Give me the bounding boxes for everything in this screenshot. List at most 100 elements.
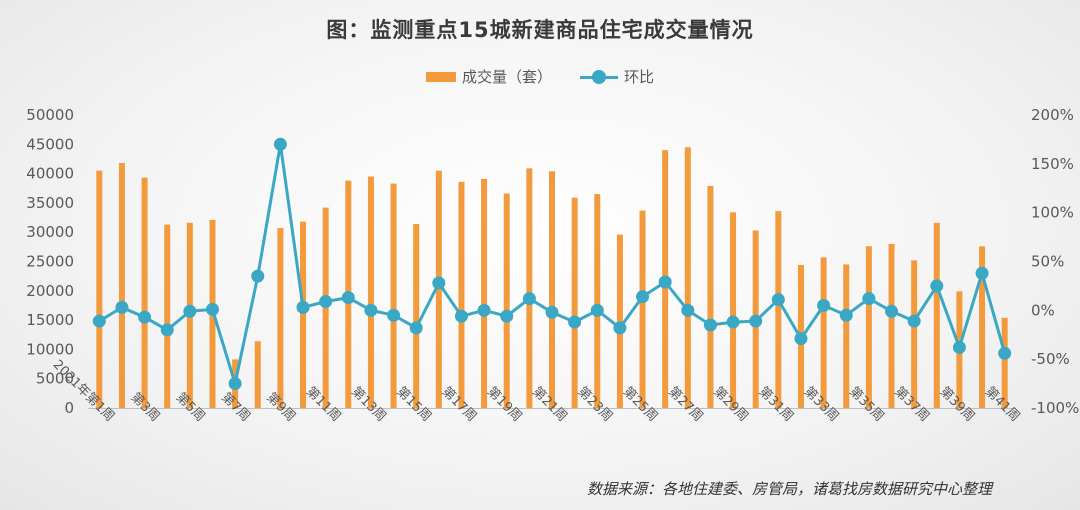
line-point bbox=[273, 137, 287, 151]
bar bbox=[684, 147, 691, 409]
legend-line-label: 环比 bbox=[624, 68, 655, 86]
line-point bbox=[160, 323, 174, 337]
bar bbox=[503, 193, 510, 408]
right-axis-tick: 100% bbox=[1031, 204, 1074, 222]
right-axis-tick: 50% bbox=[1031, 253, 1064, 271]
bar bbox=[96, 170, 103, 408]
line-point bbox=[568, 315, 582, 329]
bar bbox=[300, 221, 307, 408]
legend-item-bar: 成交量（套） bbox=[425, 66, 552, 87]
line-point bbox=[975, 266, 989, 280]
right-axis-tick: 0% bbox=[1031, 301, 1055, 319]
chart-title: 图：监测重点15城新建商品住宅成交量情况 bbox=[326, 18, 754, 42]
bar bbox=[888, 243, 895, 408]
line-point bbox=[839, 308, 853, 322]
bar bbox=[390, 183, 397, 408]
bar bbox=[254, 341, 261, 408]
line-point bbox=[998, 346, 1012, 360]
bar bbox=[616, 234, 623, 408]
line-point bbox=[251, 269, 265, 283]
bar bbox=[526, 168, 533, 408]
left-axis-tick: 35000 bbox=[26, 194, 74, 212]
line-point bbox=[454, 309, 468, 323]
line-point bbox=[681, 303, 695, 317]
left-axis-tick: 25000 bbox=[26, 253, 74, 271]
line-point bbox=[500, 309, 514, 323]
right-axis-tick: -50% bbox=[1031, 350, 1070, 368]
bar bbox=[707, 185, 714, 408]
line-point bbox=[522, 292, 536, 306]
source-note: 数据来源：各地住建委、房管局，诸葛找房数据研究中心整理 bbox=[587, 480, 993, 498]
legend-line-swatch bbox=[580, 69, 618, 84]
bar bbox=[367, 176, 374, 408]
left-axis-tick: 45000 bbox=[26, 135, 74, 153]
line-point bbox=[952, 340, 966, 354]
line-point bbox=[115, 300, 129, 314]
line-point bbox=[364, 303, 378, 317]
line-point bbox=[477, 303, 491, 317]
line-point bbox=[228, 377, 242, 391]
left-axis-tick: 15000 bbox=[26, 311, 74, 329]
bar bbox=[911, 260, 918, 408]
right-axis-tick: -100% bbox=[1031, 399, 1079, 417]
x-axis-tick: 2021年第1周 bbox=[50, 357, 117, 424]
right-axis-tick: 200% bbox=[1031, 106, 1074, 124]
bar bbox=[549, 171, 555, 408]
left-axis-tick: 20000 bbox=[26, 282, 74, 300]
left-axis-tick: 5000 bbox=[36, 370, 74, 388]
line-point bbox=[930, 279, 944, 293]
legend-bar-label: 成交量（套） bbox=[461, 68, 552, 86]
left-axis-tick: 0 bbox=[64, 399, 74, 417]
legend-bar-swatch bbox=[425, 71, 456, 82]
bar bbox=[277, 228, 284, 408]
line-point bbox=[794, 332, 808, 346]
bar bbox=[775, 211, 782, 408]
line-point bbox=[205, 302, 219, 316]
line-point bbox=[907, 314, 921, 328]
bar bbox=[481, 178, 488, 408]
bar bbox=[1001, 317, 1008, 408]
bar bbox=[413, 223, 420, 408]
line-point bbox=[885, 304, 899, 318]
line-point bbox=[703, 318, 717, 332]
bar bbox=[458, 181, 465, 408]
left-axis-tick: 30000 bbox=[26, 223, 74, 241]
bar bbox=[118, 163, 125, 408]
bar bbox=[164, 224, 171, 408]
line-point bbox=[658, 275, 672, 289]
line-point bbox=[590, 303, 604, 317]
bar bbox=[571, 197, 578, 408]
line-point bbox=[92, 314, 106, 328]
bar bbox=[820, 257, 827, 408]
line-point bbox=[319, 295, 333, 309]
legend-item-line: 环比 bbox=[580, 66, 654, 87]
bar bbox=[639, 210, 646, 408]
bar bbox=[594, 194, 601, 408]
bar bbox=[865, 246, 872, 408]
bar bbox=[843, 264, 850, 408]
bar bbox=[730, 212, 737, 408]
legend: 成交量（套） 环比 bbox=[0, 66, 1080, 87]
line-point bbox=[409, 321, 423, 335]
bar bbox=[979, 246, 986, 408]
line-point bbox=[432, 276, 446, 290]
line-point bbox=[545, 305, 559, 319]
line-point bbox=[749, 314, 763, 328]
line-point bbox=[726, 315, 740, 329]
bar bbox=[141, 177, 148, 408]
bar bbox=[933, 222, 940, 408]
left-axis-tick: 10000 bbox=[26, 340, 74, 358]
left-axis-tick: 40000 bbox=[26, 165, 74, 183]
right-axis-tick: 150% bbox=[1031, 155, 1074, 173]
line-point bbox=[817, 298, 831, 312]
line-point bbox=[862, 292, 876, 306]
line-point bbox=[613, 321, 627, 335]
line-point bbox=[296, 300, 310, 314]
line-point bbox=[341, 291, 355, 305]
left-axis-tick: 50000 bbox=[26, 106, 74, 124]
line-point bbox=[771, 293, 785, 307]
line-point bbox=[183, 304, 197, 318]
line-point bbox=[138, 310, 152, 324]
